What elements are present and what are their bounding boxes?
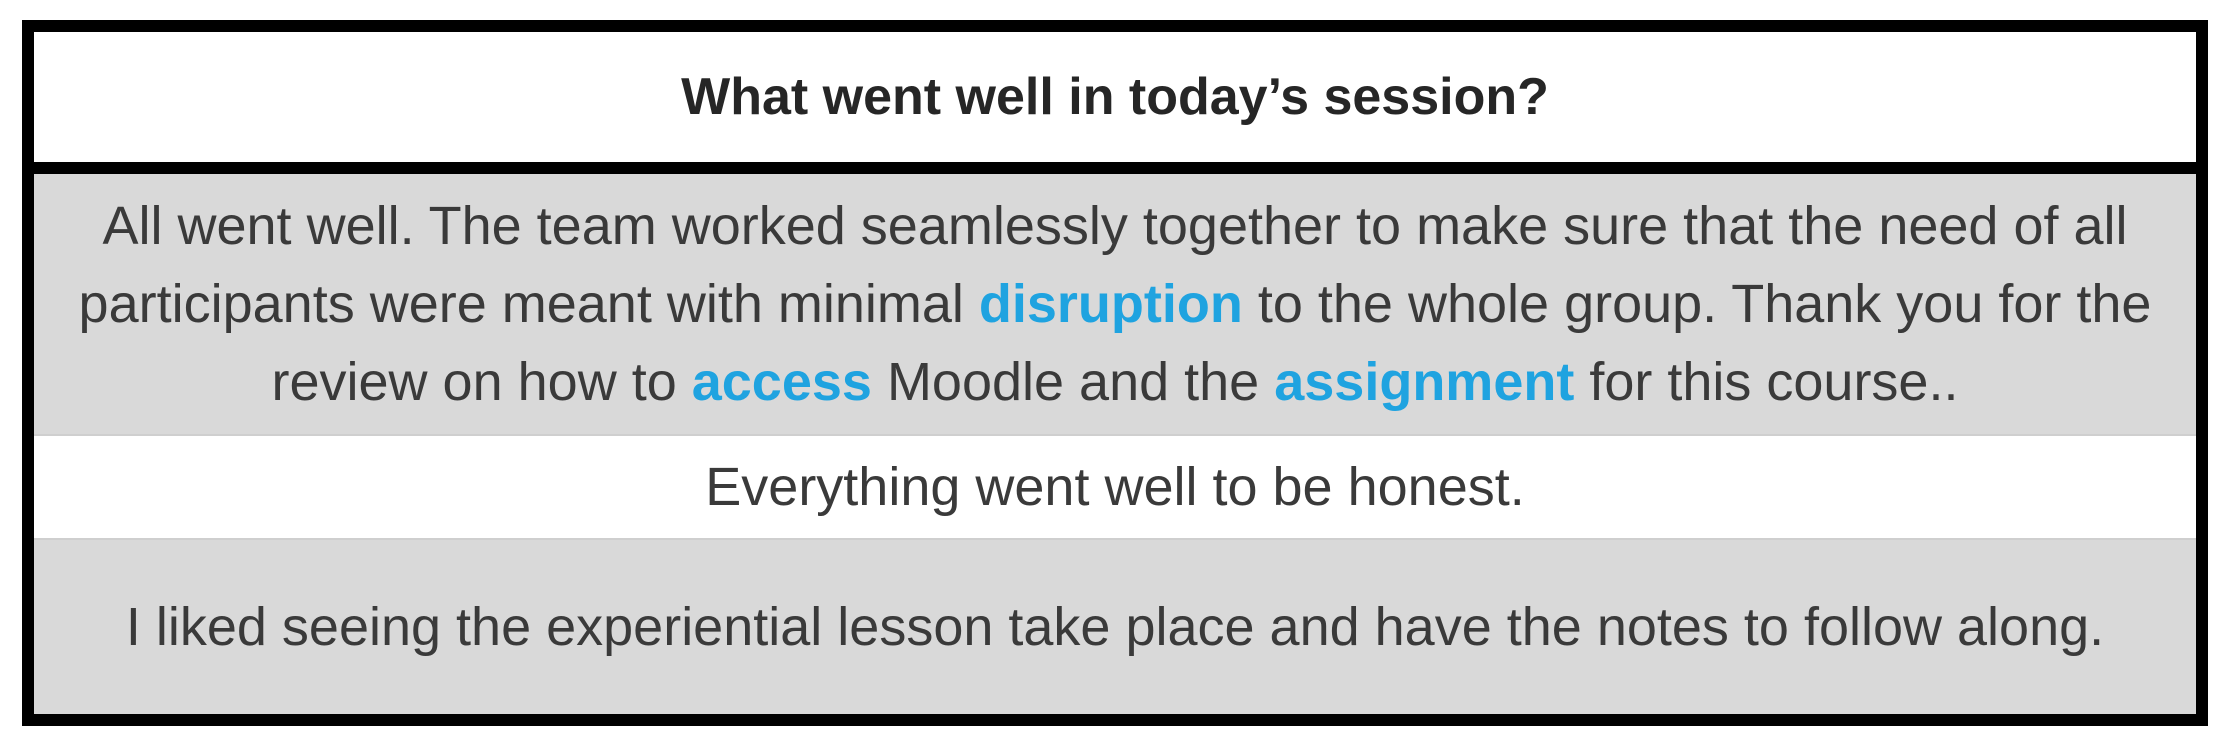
response-row-3: I liked seeing the experiential lesson t… — [34, 540, 2196, 714]
response-row-2: Everything went well to be honest. — [34, 436, 2196, 540]
response-row-1: All went well. The team worked seamlessl… — [34, 174, 2196, 436]
highlight-word-assignment: assignment — [1274, 352, 1575, 412]
response-1-segment: All went well. The team worked seamlessl… — [78, 196, 2128, 334]
header-divider — [34, 162, 2196, 174]
response-1-segment: for this course.. — [1574, 352, 1959, 412]
highlight-word-disruption: disruption — [978, 274, 1243, 334]
table-title: What went well in today’s session? — [681, 68, 1549, 126]
table-header: What went well in today’s session? — [34, 32, 2196, 162]
response-text-1: All went well. The team worked seamlessl… — [52, 187, 2178, 421]
highlight-word-access: access — [691, 352, 872, 412]
feedback-table: What went well in today’s session? All w… — [22, 20, 2208, 726]
response-1-segment: to the whole group. Thank you for the re… — [271, 274, 2152, 412]
response-1-segment: Moodle and the — [871, 352, 1275, 412]
response-text-3: I liked seeing the experiential lesson t… — [125, 597, 2105, 657]
response-text-2: Everything went well to be honest. — [705, 457, 1525, 517]
